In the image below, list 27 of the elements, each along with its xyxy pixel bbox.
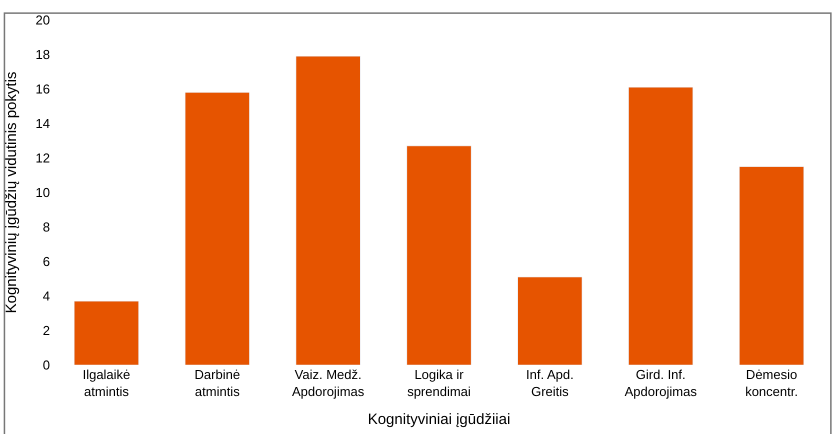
x-tick-label: Logika ir sprendimai: [407, 367, 471, 399]
bar: [628, 87, 694, 365]
bar: [406, 146, 472, 365]
x-tick-label: Ilgalaikė atmintis: [82, 367, 130, 399]
x-axis-title: Kognityviniai įgūdžiiai: [368, 410, 510, 428]
x-tick-label: Gird. Inf. Apdorojimas: [624, 367, 698, 399]
y-tick-label: 8: [42, 220, 50, 235]
x-tick-label: Inf. Apd. Greitis: [526, 367, 574, 399]
x-tick-label: Dėmesio koncentr.: [745, 367, 798, 399]
y-tick-label: 12: [36, 150, 50, 166]
x-tick-label: Darbinė atmintis: [194, 367, 240, 399]
bar: [74, 300, 139, 365]
y-tick-label: 10: [36, 185, 50, 200]
y-tick-label: 6: [42, 254, 50, 270]
y-tick-label: 14: [36, 116, 50, 132]
bar: [184, 92, 250, 365]
bar: [517, 276, 582, 365]
y-axis-title: Kognityvinių įgūdžių vidutinis pokytis: [2, 72, 20, 314]
bar: [739, 166, 804, 365]
x-tick-label: Vaiz. Medž. Apdorojimas: [292, 367, 365, 399]
y-tick-label: 16: [36, 82, 50, 97]
y-tick-label: 18: [36, 47, 50, 62]
bar: [296, 56, 361, 365]
y-tick-label: 4: [42, 288, 50, 304]
y-tick-label: 0: [42, 358, 50, 373]
y-tick-label: 2: [42, 323, 50, 338]
y-tick-label: 20: [36, 12, 50, 28]
